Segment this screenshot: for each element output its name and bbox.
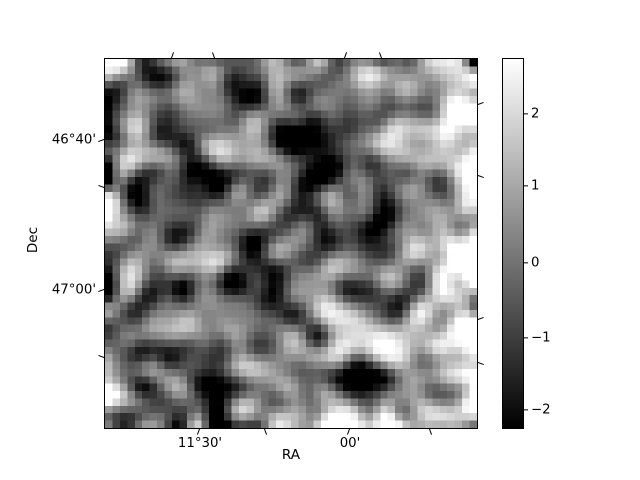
y-axis-label: Dec <box>25 226 41 254</box>
colorbar-tick-label-0: 2 <box>531 106 540 122</box>
sky-image-axes[interactable] <box>104 58 478 429</box>
x-tick-label-0: 11°30' <box>177 436 223 451</box>
sky-image-heatmap <box>105 59 477 428</box>
colorbar-tick-0 <box>524 113 528 115</box>
tick-bottom-2 <box>347 428 351 435</box>
tick-right-0 <box>477 102 484 106</box>
colorbar-tick-3 <box>524 337 528 339</box>
tick-right-3 <box>477 362 484 366</box>
tick-bottom-0 <box>197 428 201 435</box>
tick-left-1 <box>98 185 105 189</box>
tick-top-3 <box>379 52 383 59</box>
tick-right-1 <box>477 175 484 179</box>
y-tick-label-1: 47°00' <box>51 282 96 298</box>
colorbar-tick-1 <box>524 185 528 187</box>
tick-top-1 <box>212 52 216 59</box>
y-tick-label-0: 46°40' <box>51 132 96 148</box>
x-axis-label: RA <box>281 447 301 463</box>
tick-right-2 <box>477 317 484 321</box>
colorbar-tick-label-2: 0 <box>531 255 540 271</box>
colorbar-tick-4 <box>524 409 528 411</box>
colorbar-tick-2 <box>524 262 528 264</box>
tick-bottom-3 <box>429 428 433 435</box>
tick-bottom-1 <box>264 428 268 435</box>
x-tick-label-1: 00' <box>339 436 361 451</box>
tick-left-3 <box>98 355 105 359</box>
colorbar-tick-label-3: −1 <box>531 330 551 346</box>
colorbar-tick-label-1: 1 <box>531 178 540 194</box>
colorbar[interactable] <box>502 58 524 429</box>
colorbar-tick-label-4: −2 <box>531 402 551 418</box>
